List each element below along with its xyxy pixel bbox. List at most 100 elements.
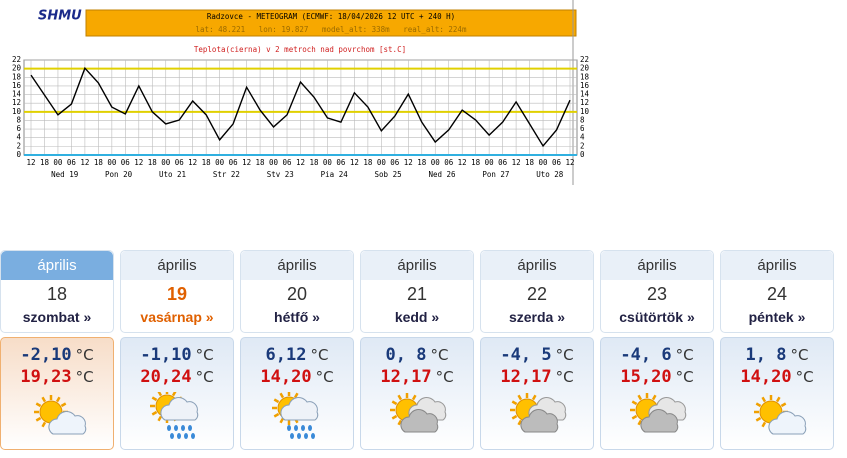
x-tick-label: 18 [525, 158, 535, 167]
weather-icon [34, 395, 87, 435]
day-header: április 20 hétfő » [240, 250, 354, 333]
x-tick-label: 18 [309, 158, 319, 167]
x-tick-label: 12 [350, 158, 359, 167]
y-tick-label: 10 [12, 107, 22, 116]
y-tick-label: 20 [12, 64, 22, 73]
x-tick-label: 06 [390, 158, 400, 167]
min-value: -1,10 [140, 345, 192, 365]
icon-part [35, 416, 42, 422]
max-temps: 12,17 °C [361, 366, 473, 388]
icon-part [391, 414, 398, 420]
day-card[interactable]: április 21 kedd » 0, 8 °C 12,17 °C [360, 250, 474, 450]
max-value: 19,23 [20, 367, 72, 387]
y2-tick-label: 18 [580, 72, 590, 81]
day-number: 18 [46, 284, 68, 304]
icon-part [755, 402, 762, 408]
icon-part [41, 396, 47, 403]
icon-part [293, 392, 299, 399]
header-box [85, 9, 577, 37]
day-detail: 0, 8 °C 12,17 °C [360, 337, 474, 450]
icon-part [311, 433, 315, 439]
min-temps: 6,12 °C [241, 344, 353, 366]
max-value: 12,17 [500, 367, 552, 387]
month: április [481, 251, 593, 280]
day-card[interactable]: április 18 szombat » -2,10 °C 19,23 °C [0, 250, 114, 450]
month: április [1, 251, 113, 280]
day-header: április 23 csütörtök » [600, 250, 714, 333]
icon-part [160, 397, 199, 421]
weekday: csütörtök » [619, 309, 695, 325]
icon-part [157, 415, 163, 422]
max-value: 12,17 [380, 367, 432, 387]
y2-tick-label: 22 [580, 55, 589, 64]
x-tick-label: 00 [377, 158, 387, 167]
icon-part [304, 433, 308, 439]
icon-part [279, 392, 285, 399]
day-detail: -4, 6 °C 15,20 °C [600, 337, 714, 450]
day-card[interactable]: április 19 vasárnap » -1,10 °C 20,24 °C [120, 250, 234, 450]
day-detail: -2,10 °C 19,23 °C [0, 337, 114, 450]
x-tick-label: 00 [53, 158, 63, 167]
day-card[interactable]: április 24 péntek » 1, 8 °C 14,20 °C [720, 250, 834, 450]
icon-part [151, 410, 158, 416]
x-tick-label: 18 [94, 158, 104, 167]
icon-part [637, 419, 643, 426]
y-tick-label: 4 [16, 133, 21, 142]
day-card[interactable]: április 22 szerda » -4, 5 °C 12,17 °C [480, 250, 594, 450]
y-tick-label: 12 [12, 98, 21, 107]
unit: °C [555, 346, 574, 364]
day-card[interactable]: április 23 csütörtök » -4, 6 °C 15,20 °C [600, 250, 714, 450]
unit: °C [195, 346, 214, 364]
x-tick-label: 00 [161, 158, 171, 167]
icon-part [60, 402, 67, 408]
y2-tick-label: 4 [580, 133, 585, 142]
min-value: 1, 8 [745, 345, 787, 365]
x-tick-label: 00 [107, 158, 117, 167]
x-tick-label: 06 [229, 158, 239, 167]
icon-part [188, 425, 192, 431]
icon-part [41, 421, 47, 428]
min-temps: -4, 6 °C [601, 344, 713, 366]
day-detail: 6,12 °C 14,20 °C [240, 337, 354, 450]
chart-title: Teplota(cierna) v 2 metroch nad povrchom… [194, 45, 406, 54]
x-tick-label: 12 [458, 158, 467, 167]
day-number: 24 [766, 284, 788, 304]
icon-part [308, 425, 312, 431]
y2-tick-label: 0 [580, 150, 585, 159]
weather-icon [630, 393, 687, 433]
y2-tick-label: 14 [580, 90, 590, 99]
weather-icon [754, 395, 807, 435]
x-tick-label: 00 [485, 158, 495, 167]
unit: °C [795, 368, 814, 386]
month: április [721, 251, 833, 280]
weekday: szombat » [22, 309, 92, 325]
icon-part [391, 400, 398, 406]
min-value: 6,12 [265, 345, 307, 365]
icon-part [174, 425, 178, 431]
max-temps: 14,20 °C [241, 366, 353, 388]
day-number: 20 [286, 284, 308, 304]
icon-part [170, 433, 174, 439]
unit: °C [310, 346, 329, 364]
unit: °C [430, 346, 449, 364]
max-temps: 14,20 °C [721, 366, 833, 388]
day-number: 22 [526, 284, 548, 304]
min-value: -4, 5 [500, 345, 552, 365]
min-temps: -1,10 °C [121, 344, 233, 366]
icon-part [397, 394, 403, 401]
y-tick-label: 22 [12, 55, 21, 64]
icon-part [531, 394, 537, 401]
unit: °C [75, 346, 94, 364]
x-tick-label: 00 [269, 158, 279, 167]
x-tick-label: 06 [552, 158, 562, 167]
x-tick-label: 06 [498, 158, 508, 167]
unit: °C [675, 346, 694, 364]
y-tick-label: 18 [12, 72, 22, 81]
max-temps: 19,23 °C [1, 366, 113, 388]
forecast: április 18 szombat » -2,10 °C 19,23 °C április 1… [0, 250, 847, 455]
day-card[interactable]: április 20 hétfő » 6,12 °C 14,20 °C [240, 250, 354, 450]
x-tick-label: 12 [565, 158, 574, 167]
x-tick-label: 06 [175, 158, 185, 167]
x-tick-label: 12 [134, 158, 143, 167]
